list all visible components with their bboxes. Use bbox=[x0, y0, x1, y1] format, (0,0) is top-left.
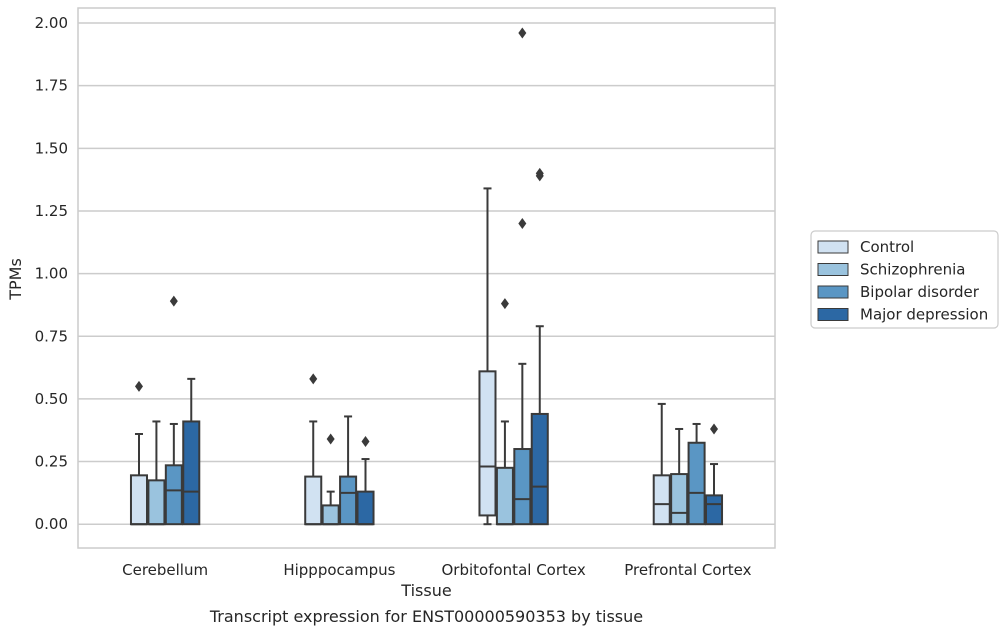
y-tick-labels: 0.00 0.25 0.50 0.75 1.00 1.25 1.50 1.75 2.00 bbox=[35, 14, 68, 533]
box bbox=[687, 441, 706, 526]
box bbox=[356, 490, 375, 526]
box bbox=[478, 370, 497, 517]
box-group bbox=[147, 420, 166, 526]
box bbox=[704, 494, 724, 526]
outlier-point bbox=[169, 295, 178, 307]
box-group bbox=[164, 295, 183, 526]
box-group bbox=[704, 423, 724, 526]
y-tick-label: 1.50 bbox=[35, 139, 68, 157]
outlier-point bbox=[710, 423, 719, 435]
x-tick-label: Orbitofontal Cortex bbox=[442, 561, 586, 579]
box-group bbox=[513, 27, 532, 526]
box-group bbox=[670, 427, 689, 526]
box-group bbox=[339, 415, 358, 526]
box-group bbox=[129, 380, 149, 526]
y-tick-label: 0.75 bbox=[35, 327, 68, 345]
legend-frame bbox=[810, 230, 999, 329]
y-tick-label: 0.50 bbox=[35, 390, 68, 408]
x-tick-label: Hipppocampus bbox=[283, 561, 395, 579]
box bbox=[129, 474, 149, 526]
legend-swatch bbox=[817, 308, 849, 321]
box bbox=[530, 412, 549, 526]
box bbox=[339, 475, 358, 526]
y-tick-label: 1.00 bbox=[35, 265, 68, 283]
legend-swatch bbox=[817, 263, 849, 276]
chart-caption: Transcript expression for ENST0000059035… bbox=[209, 607, 643, 626]
outlier-point bbox=[500, 298, 509, 310]
outlier-point bbox=[134, 380, 143, 392]
x-tick-labels: Cerebellum Hipppocampus Orbitofontal Corte… bbox=[122, 561, 751, 579]
box bbox=[304, 475, 323, 526]
legend-swatch bbox=[817, 240, 849, 254]
box bbox=[495, 466, 514, 526]
outlier-point bbox=[518, 217, 527, 229]
box-group bbox=[321, 433, 340, 526]
boxes-layer bbox=[129, 27, 724, 526]
box bbox=[670, 473, 689, 526]
plot-area bbox=[77, 7, 776, 549]
box-group bbox=[478, 187, 497, 526]
legend-swatch bbox=[817, 285, 849, 299]
box bbox=[513, 448, 532, 526]
y-tick-label: 1.75 bbox=[35, 77, 68, 95]
box bbox=[147, 479, 166, 526]
legend-label: Control bbox=[860, 238, 914, 256]
y-axis-title: TPMs bbox=[6, 258, 25, 301]
y-tick-label: 0.00 bbox=[35, 515, 68, 533]
y-tick-label: 1.25 bbox=[35, 202, 68, 220]
outlier-point bbox=[518, 27, 527, 39]
box bbox=[182, 420, 201, 526]
box-group bbox=[530, 167, 549, 526]
x-tick-label: Prefrontal Cortex bbox=[624, 561, 751, 579]
outlier-point bbox=[326, 433, 335, 445]
y-tick-label: 0.25 bbox=[35, 453, 68, 471]
x-tick-label: Cerebellum bbox=[122, 561, 208, 579]
legend-label: Bipolar disorder bbox=[860, 283, 980, 301]
box-group bbox=[687, 422, 706, 526]
box bbox=[652, 474, 671, 526]
y-tick-label: 2.00 bbox=[35, 14, 68, 32]
box-group bbox=[652, 402, 671, 526]
box-group bbox=[182, 377, 201, 526]
legend-label: Schizophrenia bbox=[860, 261, 965, 279]
box-group bbox=[304, 373, 323, 526]
box bbox=[321, 504, 340, 526]
legend-label: Major depression bbox=[860, 306, 988, 324]
legend: Control Schizophrenia Bipolar disorder Majo… bbox=[810, 230, 999, 329]
outlier-point bbox=[361, 436, 370, 448]
outlier-point bbox=[309, 373, 318, 385]
outlier-point bbox=[535, 167, 544, 179]
box-group bbox=[356, 436, 375, 526]
x-axis-title: Tissue bbox=[400, 581, 451, 600]
box-group bbox=[495, 298, 514, 526]
box bbox=[164, 464, 183, 526]
